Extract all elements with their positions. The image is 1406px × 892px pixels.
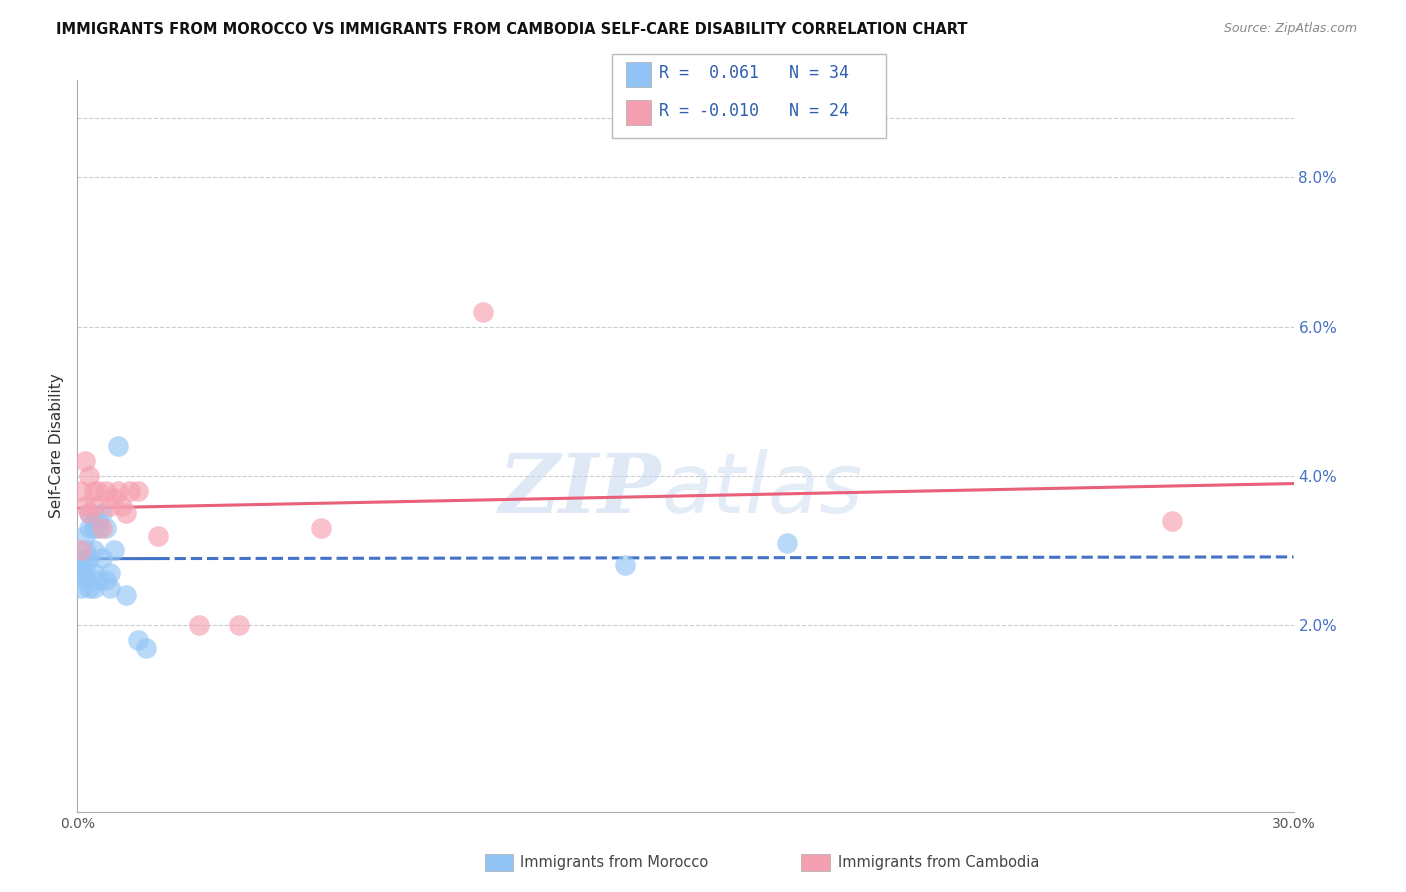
Point: [83, 499, 105, 513]
Text: Source: ZipAtlas.com: Source: ZipAtlas.com: [1223, 22, 1357, 36]
Point: [127, 483, 149, 498]
Point: [98, 581, 121, 595]
Point: [107, 483, 129, 498]
Point: [83, 521, 105, 535]
Point: [228, 618, 250, 632]
Point: [188, 618, 211, 632]
Point: [79, 468, 101, 483]
Point: [70, 566, 93, 580]
Point: [75, 566, 97, 580]
Point: [118, 483, 141, 498]
Point: [83, 566, 105, 580]
Point: [98, 566, 121, 580]
Point: [115, 588, 138, 602]
Point: [94, 574, 117, 588]
Point: [83, 543, 105, 558]
Point: [107, 439, 129, 453]
Point: [148, 528, 170, 542]
Text: R =  0.061   N = 34: R = 0.061 N = 34: [659, 64, 849, 82]
Point: [75, 528, 97, 542]
Point: [90, 551, 112, 566]
Point: [75, 454, 97, 468]
Point: [70, 551, 93, 566]
Point: [79, 551, 101, 566]
Point: [94, 521, 117, 535]
Text: atlas: atlas: [661, 450, 863, 531]
Text: IMMIGRANTS FROM MOROCCO VS IMMIGRANTS FROM CAMBODIA SELF-CARE DISABILITY CORRELA: IMMIGRANTS FROM MOROCCO VS IMMIGRANTS FR…: [56, 22, 967, 37]
Point: [83, 581, 105, 595]
Point: [94, 483, 117, 498]
Text: Immigrants from Morocco: Immigrants from Morocco: [520, 855, 709, 870]
Point: [86, 521, 108, 535]
Point: [309, 521, 332, 535]
Point: [70, 581, 93, 595]
Point: [75, 574, 97, 588]
Y-axis label: Self-Care Disability: Self-Care Disability: [49, 374, 65, 518]
Point: [70, 558, 93, 573]
Point: [115, 506, 138, 520]
Point: [83, 514, 105, 528]
Point: [471, 304, 494, 318]
Point: [75, 543, 97, 558]
Point: [111, 499, 134, 513]
Point: [127, 633, 149, 648]
Point: [70, 483, 93, 498]
Point: [103, 491, 125, 506]
Point: [79, 506, 101, 520]
Point: [75, 499, 97, 513]
Point: [135, 640, 157, 655]
Point: [98, 499, 121, 513]
Point: [86, 514, 108, 528]
Point: [86, 574, 108, 588]
Point: [86, 483, 108, 498]
Point: [83, 483, 105, 498]
Point: [776, 536, 799, 550]
Point: [90, 506, 112, 520]
Point: [1161, 514, 1184, 528]
Text: ZIP: ZIP: [499, 450, 661, 530]
Text: Immigrants from Cambodia: Immigrants from Cambodia: [838, 855, 1039, 870]
Point: [90, 521, 112, 535]
Point: [79, 521, 101, 535]
Point: [613, 558, 636, 573]
Point: [70, 543, 93, 558]
Point: [79, 506, 101, 520]
Point: [79, 581, 101, 595]
Text: R = -0.010   N = 24: R = -0.010 N = 24: [659, 102, 849, 120]
Point: [103, 543, 125, 558]
Point: [75, 558, 97, 573]
